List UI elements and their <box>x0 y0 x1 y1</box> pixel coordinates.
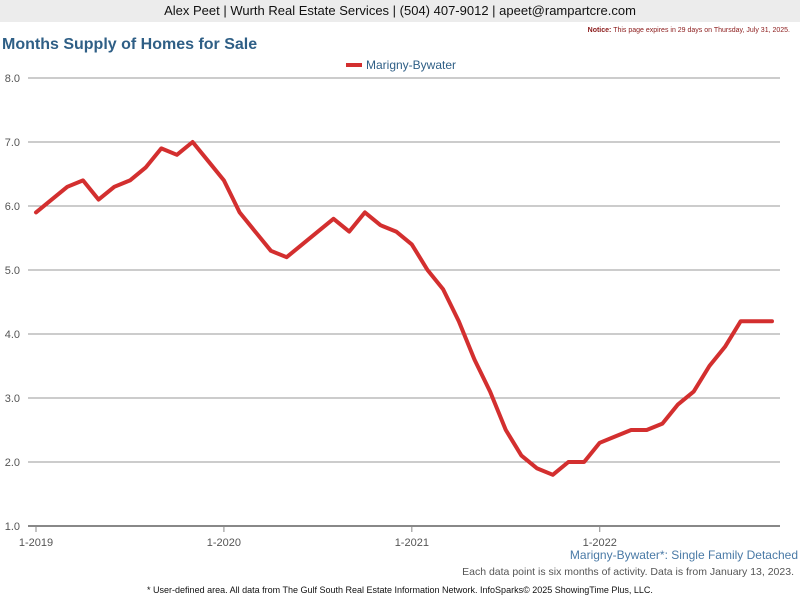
x-tick-label: 1-2021 <box>395 537 429 549</box>
expiration-notice: Notice: This page expires in 29 days on … <box>588 27 790 34</box>
agent-header: Alex Peet | Wurth Real Estate Services |… <box>0 0 800 22</box>
y-tick-label: 8.0 <box>5 73 20 85</box>
legend-label: Marigny-Bywater <box>366 58 456 72</box>
y-tick-label: 4.0 <box>5 329 20 341</box>
y-tick-label: 7.0 <box>5 137 20 149</box>
notice-text: This page expires in 29 days on Thursday… <box>613 27 790 34</box>
y-tick-label: 6.0 <box>5 201 20 213</box>
chart-title: Months Supply of Homes for Sale <box>2 36 258 53</box>
footer-disclaimer: * User-defined area. All data from The G… <box>147 585 653 595</box>
notice-label: Notice: <box>587 27 612 34</box>
series-lines <box>34 140 774 477</box>
x-tick-label: 1-2020 <box>207 537 241 549</box>
y-tick-label: 3.0 <box>5 393 20 405</box>
x-tick-label: 1-2022 <box>583 537 617 549</box>
data-note: Each data point is six months of activit… <box>462 566 794 578</box>
legend: Marigny-Bywater <box>346 58 456 72</box>
x-axis: 1-2019 1-2020 1-2021 1-2022 <box>19 526 617 549</box>
y-tick-label: 2.0 <box>5 457 20 469</box>
x-tick-label: 1-2019 <box>19 537 53 549</box>
series-line <box>34 140 774 477</box>
agent-contact-line: Alex Peet | Wurth Real Estate Services |… <box>164 3 636 18</box>
y-tick-label: 5.0 <box>5 265 20 277</box>
y-tick-label: 1.0 <box>5 521 20 533</box>
y-axis-ticks: 1.0 2.0 3.0 4.0 5.0 6.0 7.0 8.0 <box>5 73 20 533</box>
grid-lines <box>28 77 780 527</box>
chart-subtitle: Marigny-Bywater*: Single Family Detached <box>569 548 798 562</box>
